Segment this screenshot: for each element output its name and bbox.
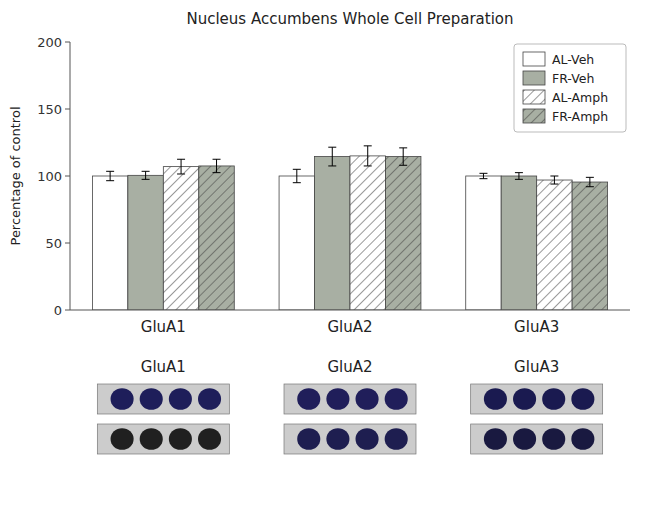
- legend-swatch: [523, 90, 545, 104]
- bar: [572, 182, 607, 310]
- legend-label: AL-Amph: [552, 90, 608, 105]
- y-tick-label: 150: [37, 102, 62, 117]
- blot-panel: [97, 424, 229, 454]
- y-tick-label: 100: [37, 169, 62, 184]
- blot-band: [484, 388, 507, 410]
- error-bar: [328, 147, 336, 166]
- bar: [350, 156, 385, 310]
- blot-band: [297, 428, 320, 450]
- blot-label: GluA2: [327, 358, 372, 376]
- y-tick: [65, 176, 70, 177]
- error-bar: [479, 173, 487, 178]
- blot-band: [169, 428, 192, 450]
- blot-band: [385, 388, 408, 410]
- legend-label: AL-Veh: [552, 52, 594, 67]
- error-bar: [213, 159, 221, 172]
- bar: [128, 175, 163, 310]
- blot-panel: [471, 384, 603, 414]
- y-tick: [65, 109, 70, 110]
- bar: [537, 180, 572, 310]
- blot-band: [326, 388, 349, 410]
- blot-band: [111, 388, 134, 410]
- chart: Nucleus Accumbens Whole Cell Preparation…: [0, 0, 650, 505]
- blot-band: [140, 428, 163, 450]
- blot-band: [111, 428, 134, 450]
- y-tick-label: 0: [54, 303, 62, 318]
- legend-swatch: [523, 52, 545, 66]
- x-tick-label: GluA1: [141, 318, 186, 336]
- y-tick: [65, 310, 70, 311]
- blot-band: [140, 388, 163, 410]
- bar: [92, 176, 127, 310]
- y-tick: [65, 243, 70, 244]
- title: Nucleus Accumbens Whole Cell Preparation: [186, 10, 513, 28]
- error-bar: [364, 146, 372, 166]
- error-bar: [142, 171, 150, 179]
- error-bar: [586, 177, 594, 186]
- blot-band: [571, 388, 594, 410]
- blot-panel: [284, 384, 416, 414]
- error-bar: [293, 169, 301, 182]
- bar: [385, 157, 420, 310]
- legend-label: FR-Veh: [552, 71, 594, 86]
- blot-label: GluA3: [514, 358, 559, 376]
- y-axis-label: Percentage of control: [8, 107, 23, 246]
- legend-swatch: [523, 109, 545, 123]
- bar: [279, 176, 314, 310]
- blot-band: [356, 388, 379, 410]
- error-bar: [177, 159, 185, 174]
- blot-band: [484, 428, 507, 450]
- legend-swatch: [523, 71, 545, 85]
- y-tick: [65, 42, 70, 43]
- blot-band: [542, 388, 565, 410]
- x-axis: [70, 310, 630, 311]
- legend-label: FR-Amph: [552, 109, 608, 124]
- blot-band: [169, 388, 192, 410]
- blot-band: [198, 428, 221, 450]
- error-bar: [106, 171, 114, 180]
- blot-band: [571, 428, 594, 450]
- bar: [466, 176, 501, 310]
- blot-panel: [284, 424, 416, 454]
- error-bar: [399, 148, 407, 165]
- y-tick-label: 50: [45, 236, 62, 251]
- blot-band: [356, 428, 379, 450]
- error-bar: [550, 176, 558, 184]
- blot-band: [542, 428, 565, 450]
- legend-frame: [514, 44, 626, 132]
- bar: [199, 166, 234, 310]
- blot-band: [513, 388, 536, 410]
- blot-band: [198, 388, 221, 410]
- legend: AL-Veh FR-Veh AL-Amph FR-Amph: [514, 44, 626, 132]
- blot-panel: [471, 424, 603, 454]
- blot-panel: [97, 384, 229, 414]
- bar: [315, 157, 350, 310]
- bars: [92, 146, 607, 310]
- error-bar: [515, 173, 523, 180]
- x-tick-label: GluA2: [327, 318, 372, 336]
- bar: [501, 176, 536, 310]
- y-axis: [70, 42, 71, 310]
- y-tick-label: 200: [37, 35, 62, 50]
- blot-label: GluA1: [141, 358, 186, 376]
- x-tick-label: GluA3: [514, 318, 559, 336]
- blot-band: [513, 428, 536, 450]
- blot-band: [385, 428, 408, 450]
- blot-band: [297, 388, 320, 410]
- bar: [163, 167, 198, 310]
- blot-band: [326, 428, 349, 450]
